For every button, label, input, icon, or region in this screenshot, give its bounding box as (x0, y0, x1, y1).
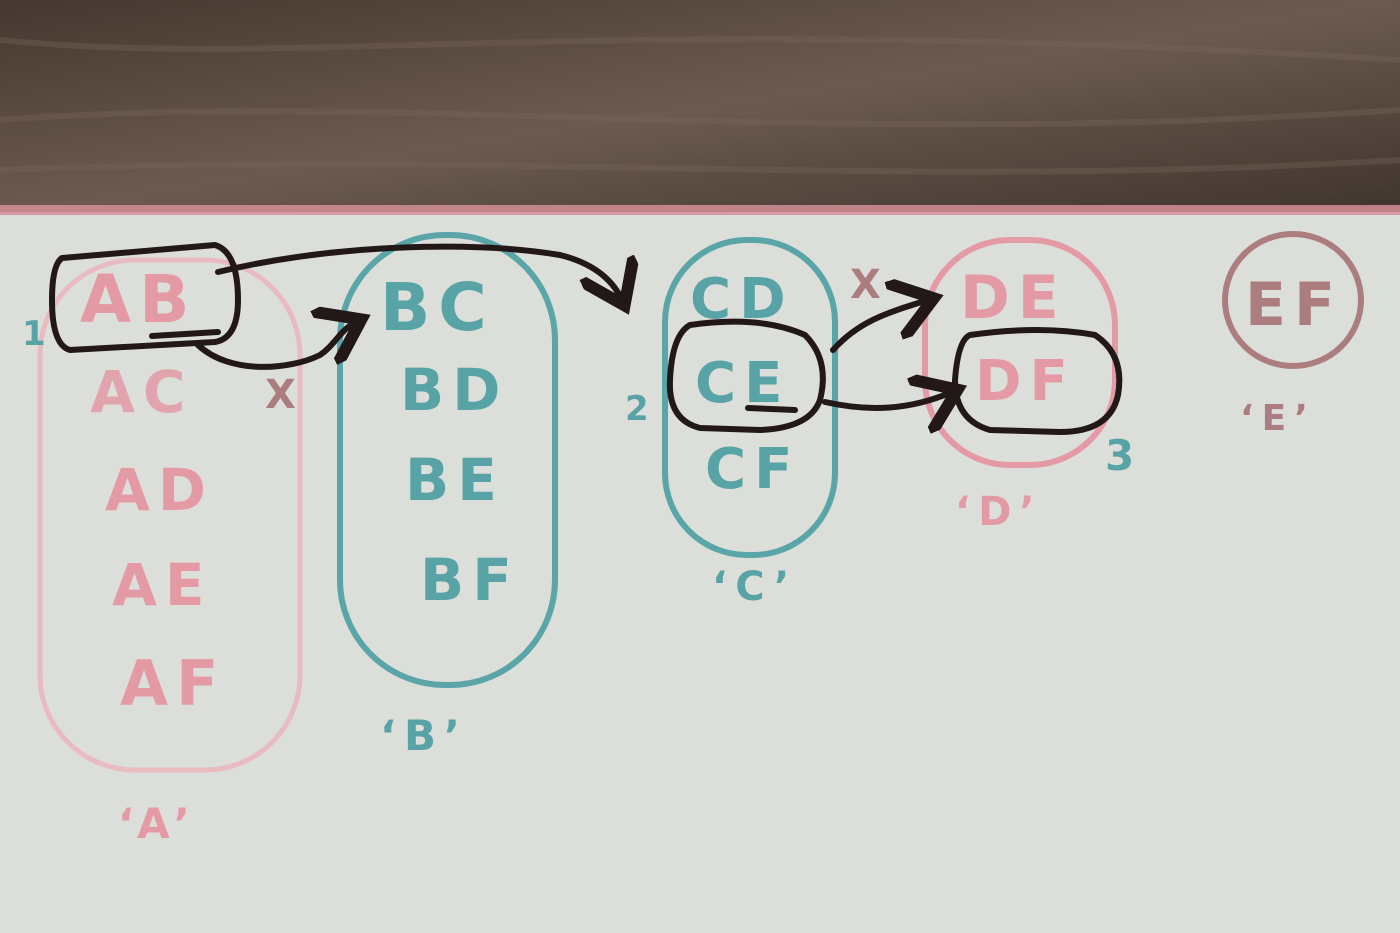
pair-bf: BF (420, 546, 520, 614)
pair-af: AF (120, 647, 226, 720)
board-edge (0, 205, 1400, 215)
group-b-caption: ‘B’ (380, 711, 468, 760)
group-a-cross: X (265, 372, 304, 418)
group-c: 2 CD CE CF ‘C’ (625, 237, 838, 610)
arrow-ab-to-cd (215, 243, 622, 300)
pair-df: DF (975, 349, 1076, 414)
wooden-table (0, 0, 1400, 215)
arrow-ab-to-bc (195, 322, 356, 370)
group-b: BC BD BE BF ‘B’ (337, 232, 558, 760)
pair-ad: AD (105, 456, 214, 524)
pair-de: DE (960, 263, 1067, 333)
pair-bc: BC (380, 269, 495, 346)
pair-cf: CF (705, 437, 800, 502)
group-d-cross: X (850, 262, 889, 308)
pair-ae: AE (112, 551, 213, 619)
pair-ef: EF (1245, 270, 1343, 340)
group-a-caption: ‘A’ (118, 799, 198, 848)
group-e: EF ‘E’ (1222, 231, 1364, 439)
group-e-caption: ‘E’ (1240, 398, 1316, 439)
ink-annotations (49, 242, 1123, 435)
pair-bd: BD (400, 356, 508, 424)
group-a-number: 1 (22, 314, 54, 354)
selection-box-ce (666, 318, 826, 433)
arrow-ce-to-df (822, 392, 952, 408)
pair-ab: AB (80, 261, 197, 338)
underline-e (745, 405, 798, 413)
underline-b (149, 329, 221, 339)
pair-ce: CE (695, 351, 790, 416)
group-d: X DE DF 3 ‘D’ (850, 237, 1142, 535)
group-d-caption: ‘D’ (955, 489, 1043, 535)
pair-ac: AC (90, 358, 193, 426)
group-a: 1 AB AC AD AE AF X ‘A’ (22, 257, 304, 848)
group-a-outline (37, 257, 303, 773)
arrow-ce-to-de (830, 300, 928, 353)
group-c-caption: ‘C’ (712, 564, 797, 610)
group-e-outline (1222, 231, 1364, 369)
group-c-number: 2 (625, 389, 657, 429)
selection-box-df (952, 327, 1123, 435)
group-c-outline (662, 237, 838, 558)
pair-be: BE (405, 446, 505, 514)
group-b-outline (337, 232, 558, 688)
group-d-number: 3 (1105, 431, 1142, 480)
